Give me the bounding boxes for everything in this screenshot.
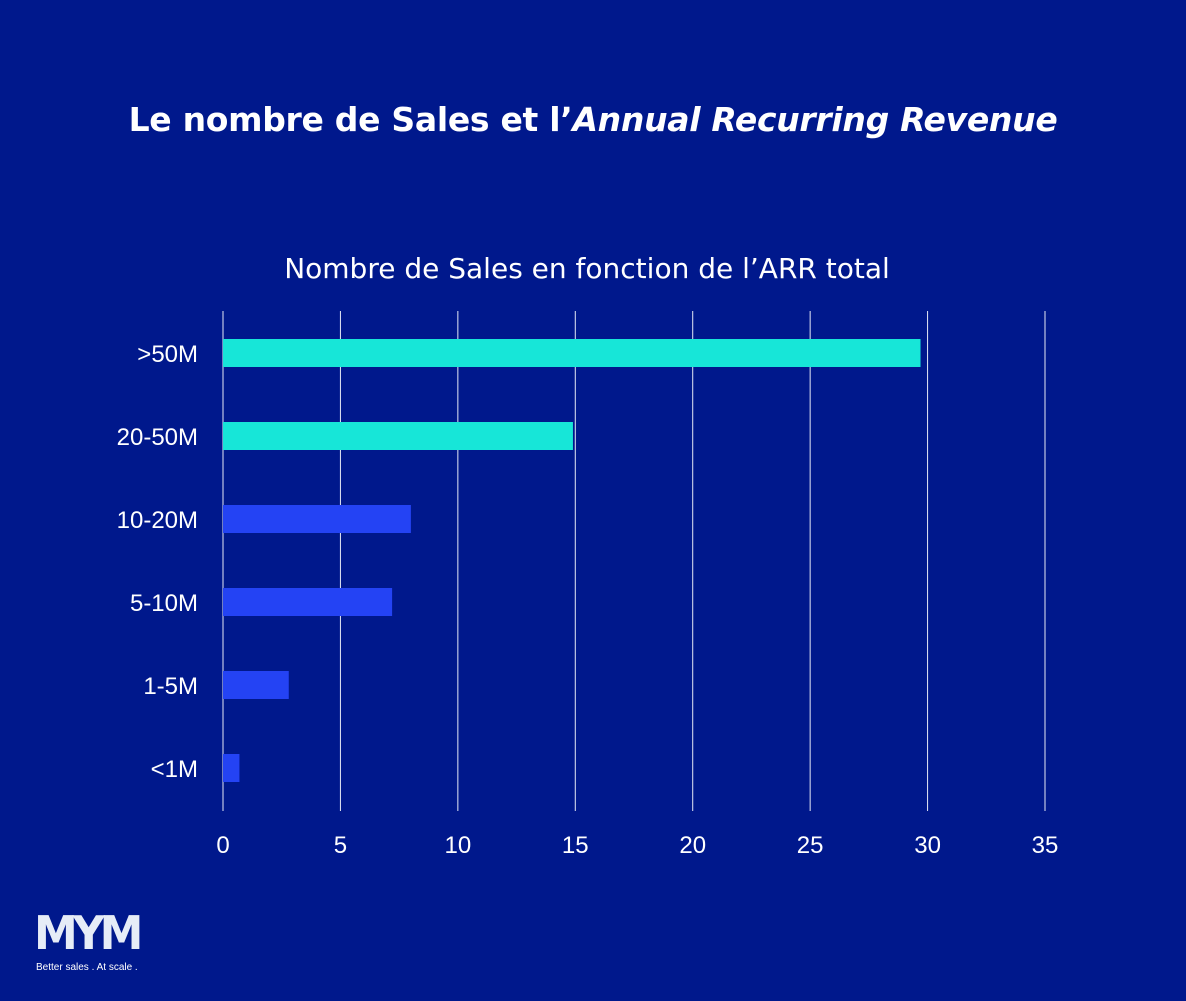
category-label: 1-5M	[143, 673, 198, 700]
page-title-italic: Annual Recurring Revenue	[572, 100, 1058, 139]
logo-tagline: Better sales . At scale .	[36, 962, 138, 973]
x-tick-label: 35	[1032, 832, 1059, 859]
x-tick-label: 20	[679, 832, 706, 859]
chart-title: Nombre de Sales en fonction de l’ARR tot…	[284, 252, 890, 285]
x-tick-label: 0	[216, 832, 229, 859]
category-label: <1M	[151, 756, 198, 783]
x-tick-label: 30	[914, 832, 941, 859]
x-tick-label: 5	[334, 832, 347, 859]
x-tick-label: 15	[562, 832, 589, 859]
bar	[223, 505, 411, 533]
category-label: 10-20M	[117, 507, 198, 534]
page-title-regular: Le nombre de Sales et l’	[128, 100, 573, 139]
logo-wordmark: MYM	[34, 906, 143, 961]
bar	[223, 339, 921, 367]
brand-logo: MYM Better sales . At scale .	[34, 906, 174, 978]
category-label: >50M	[137, 341, 198, 368]
page-title: Le nombre de Sales et l’Annual Recurring…	[0, 100, 1186, 139]
x-tick-label: 25	[797, 832, 824, 859]
bar	[223, 754, 240, 782]
category-label: 20-50M	[117, 424, 198, 451]
bar	[223, 671, 289, 699]
category-label: 5-10M	[130, 590, 198, 617]
bar	[223, 588, 393, 616]
x-tick-label: 10	[445, 832, 472, 859]
bar	[223, 422, 573, 450]
